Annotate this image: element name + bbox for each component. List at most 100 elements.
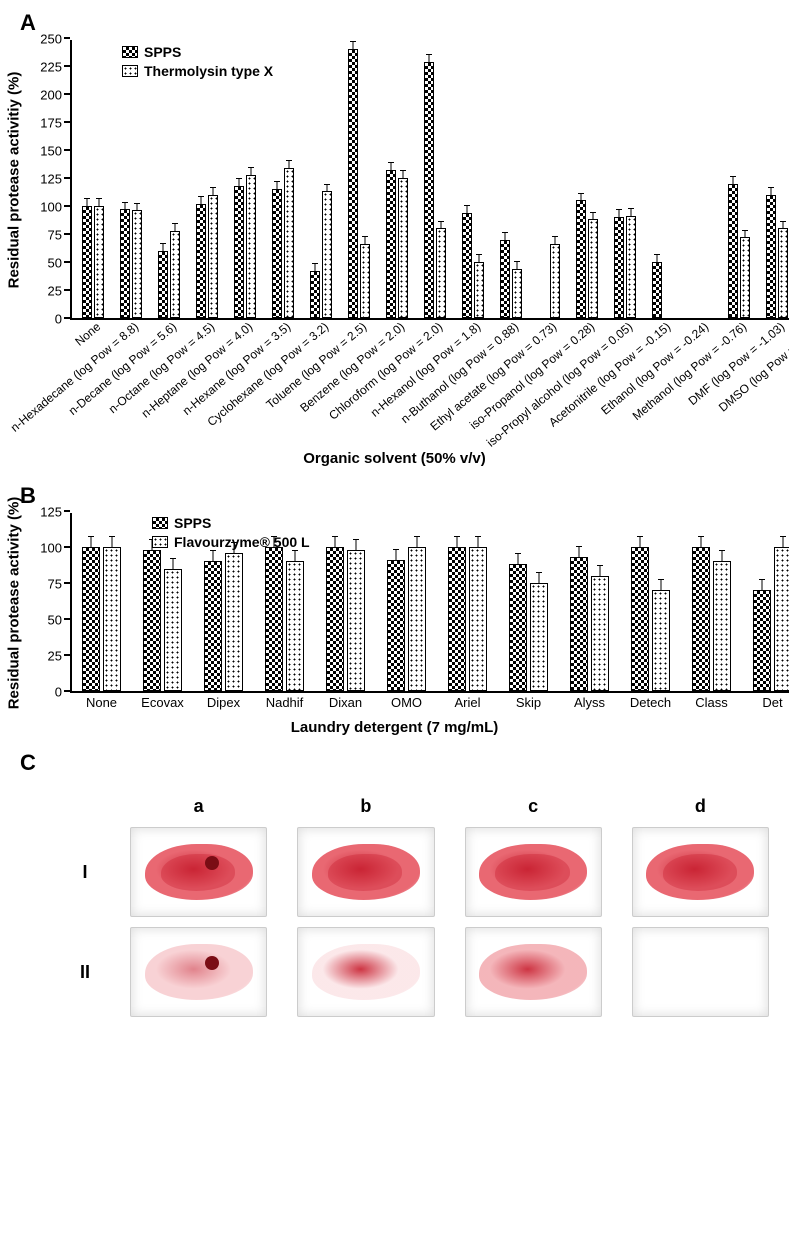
- error-cap: [590, 212, 596, 213]
- legend-label: Thermolysin type X: [144, 63, 273, 79]
- error-cap: [628, 208, 634, 209]
- panel-c-col-header: d: [632, 796, 769, 817]
- ytick: [64, 289, 70, 291]
- stain-speck: [205, 956, 219, 970]
- bar: [500, 240, 510, 318]
- stain-cell: [297, 827, 434, 917]
- error-cap: [312, 263, 318, 264]
- stain-inner: [495, 854, 569, 891]
- ytick: [64, 690, 70, 692]
- error-cap: [698, 536, 704, 537]
- error-cap: [400, 170, 406, 171]
- error-bar: [335, 537, 336, 547]
- error-bar: [600, 566, 601, 576]
- panel-c-row-header: II: [70, 962, 100, 983]
- stain-cell: [632, 927, 769, 1017]
- ytick: [64, 65, 70, 67]
- error-cap: [514, 261, 520, 262]
- bar: [474, 262, 484, 318]
- stain-cell: [297, 927, 434, 1017]
- bar: [530, 583, 548, 691]
- panel-c-row-header: I: [70, 862, 100, 883]
- xtick-label: None: [86, 695, 117, 710]
- xtick-label: Nadhif: [266, 695, 304, 710]
- error-bar: [353, 42, 354, 49]
- error-cap: [274, 181, 280, 182]
- panel-b-ylabel: Residual protease activity (%): [6, 497, 23, 710]
- error-bar: [640, 537, 641, 547]
- error-cap: [84, 198, 90, 199]
- bar: [82, 206, 92, 318]
- error-cap: [353, 539, 359, 540]
- stain-blob: [646, 844, 754, 900]
- error-bar: [661, 580, 662, 590]
- bar: [550, 244, 560, 318]
- ytick: [64, 654, 70, 656]
- ytick: [64, 121, 70, 123]
- error-bar: [125, 203, 126, 210]
- panel-b-label: B: [20, 483, 769, 509]
- error-bar: [251, 168, 252, 175]
- error-bar: [579, 547, 580, 557]
- error-bar: [517, 262, 518, 269]
- stain-blob: [312, 944, 420, 1000]
- error-cap: [88, 536, 94, 537]
- error-bar: [87, 199, 88, 206]
- error-bar: [783, 222, 784, 229]
- error-cap: [768, 187, 774, 188]
- bar: [322, 191, 332, 318]
- stain-blob: [479, 944, 587, 1000]
- error-cap: [502, 232, 508, 233]
- bar: [225, 553, 243, 691]
- error-bar: [467, 206, 468, 213]
- bar: [588, 219, 598, 318]
- error-cap: [122, 202, 128, 203]
- ytick: [64, 233, 70, 235]
- error-bar: [733, 177, 734, 184]
- legend-label: SPPS: [144, 44, 181, 60]
- xtick-label: Det: [762, 695, 782, 710]
- bar: [286, 561, 304, 691]
- bar: [272, 189, 282, 318]
- error-bar: [356, 540, 357, 550]
- error-bar: [91, 537, 92, 547]
- bar: [626, 216, 636, 318]
- bar: [132, 210, 142, 318]
- error-cap: [324, 184, 330, 185]
- ytick-label: 150: [40, 144, 62, 159]
- error-bar: [745, 231, 746, 238]
- error-bar: [657, 255, 658, 262]
- panel-c: abcdIII: [70, 796, 769, 1017]
- stain-blob: [479, 844, 587, 900]
- bar: [778, 228, 788, 318]
- error-cap: [286, 160, 292, 161]
- stain-inner: [663, 854, 737, 891]
- bar: [94, 206, 104, 318]
- error-cap: [464, 205, 470, 206]
- error-cap: [654, 254, 660, 255]
- error-bar: [403, 171, 404, 178]
- bar: [766, 195, 776, 318]
- bar: [652, 262, 662, 318]
- error-bar: [581, 194, 582, 201]
- error-bar: [539, 573, 540, 583]
- ytick-label: 25: [48, 284, 62, 299]
- stain-blob: [145, 944, 253, 1000]
- ytick-label: 125: [40, 172, 62, 187]
- error-bar: [391, 163, 392, 170]
- error-bar: [315, 264, 316, 271]
- error-cap: [730, 176, 736, 177]
- bar: [408, 547, 426, 691]
- bar: [348, 49, 358, 318]
- legend-label: SPPS: [174, 515, 211, 531]
- bar: [576, 200, 586, 318]
- ytick: [64, 177, 70, 179]
- xtick-label: Alyss: [574, 695, 605, 710]
- bar: [512, 269, 522, 318]
- ytick: [64, 582, 70, 584]
- bar: [509, 564, 527, 691]
- stain-blob: [312, 844, 420, 900]
- ytick-label: 75: [48, 577, 62, 592]
- error-bar: [429, 55, 430, 62]
- error-bar: [518, 554, 519, 564]
